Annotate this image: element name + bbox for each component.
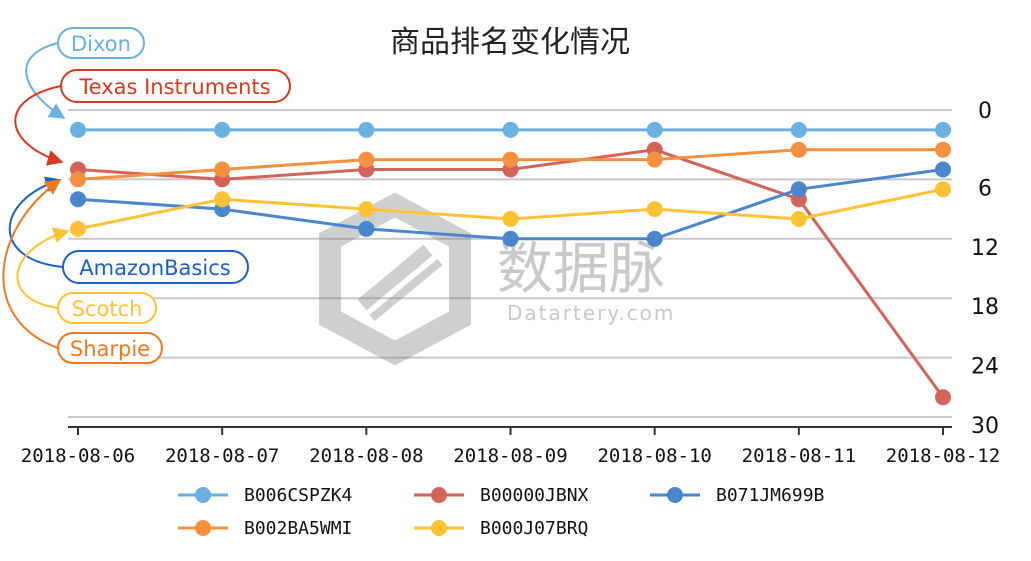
legend-item: B002BA5WMI <box>178 518 352 539</box>
watermark: 数据脉 Datartery.com <box>319 192 675 366</box>
data-point <box>646 151 663 168</box>
watermark-logo-icon <box>319 192 471 366</box>
data-point <box>935 121 951 138</box>
y-tick-label: 12 <box>971 236 999 261</box>
data-point <box>214 191 231 208</box>
legend-item: B006CSPZK4 <box>178 485 352 506</box>
annotation-label-dixon: Dixon <box>71 32 131 56</box>
x-tick-label: 2018-08-11 <box>742 445 856 467</box>
data-point <box>790 121 807 138</box>
annotation-amazonbasics: AmazonBasics <box>8 176 249 284</box>
data-point <box>935 181 951 198</box>
data-point <box>70 171 86 188</box>
annotation-label-sharpie: Sharpie <box>70 337 150 361</box>
y-tick-label: 0 <box>978 99 992 124</box>
annotations: Dixon Texas Instruments AmazonBasics Sco… <box>2 27 291 364</box>
legend-marker <box>431 487 447 503</box>
series-b002ba5wmi <box>70 141 951 188</box>
data-point <box>358 151 375 168</box>
legend-marker <box>195 487 211 503</box>
x-axis-tick-labels: 2018-08-06 2018-08-07 2018-08-08 2018-08-09… <box>21 445 1000 467</box>
legend-marker <box>667 487 683 503</box>
data-point <box>70 191 86 208</box>
y-tick-label: 24 <box>971 355 999 380</box>
data-point <box>790 211 807 227</box>
annotation-texas-instruments: Texas Instruments <box>14 69 291 166</box>
annotation-scotch: Scotch <box>16 227 157 324</box>
y-tick-label: 30 <box>971 414 999 439</box>
x-tick-label: 2018-08-06 <box>21 445 135 467</box>
legend: B006CSPZK4 B00000JBNX B071JM699B B002BA5WMI… <box>178 485 824 539</box>
legend-item: B000J07BRQ <box>414 518 588 539</box>
data-point <box>502 230 519 247</box>
data-point <box>214 161 231 178</box>
data-point <box>358 201 375 218</box>
data-point <box>935 141 951 158</box>
data-point <box>935 389 951 406</box>
data-point <box>358 220 375 237</box>
chart-title: 商品排名变化情况 <box>390 25 630 60</box>
data-point <box>646 201 663 218</box>
data-point <box>790 141 807 158</box>
legend-label: B071JM699B <box>716 485 824 506</box>
data-point <box>502 151 519 168</box>
annotation-dixon: Dixon <box>25 27 145 119</box>
watermark-cn: 数据脉 <box>497 237 665 302</box>
x-tick-label: 2018-08-07 <box>165 445 279 467</box>
x-tick-label: 2018-08-09 <box>453 445 567 467</box>
annotation-label-scotch: Scotch <box>72 297 143 321</box>
data-point <box>502 121 519 138</box>
axes <box>68 426 952 435</box>
annotation-label-texas-instruments: Texas Instruments <box>78 75 270 99</box>
data-point <box>935 161 951 178</box>
x-tick-label: 2018-08-08 <box>309 445 423 467</box>
series-b006cspzk4 <box>70 121 951 138</box>
annotation-sharpie: Sharpie <box>2 179 163 364</box>
data-point <box>502 211 519 227</box>
y-tick-label: 18 <box>971 295 999 320</box>
legend-label: B00000JBNX <box>480 485 589 506</box>
data-point <box>790 181 807 198</box>
data-point <box>358 121 375 138</box>
data-point <box>646 121 663 138</box>
data-point <box>646 230 663 247</box>
data-point <box>214 121 231 138</box>
x-tick-label: 2018-08-12 <box>886 445 1000 467</box>
legend-label: B000J07BRQ <box>480 518 588 539</box>
legend-marker <box>195 520 211 536</box>
data-point <box>70 121 86 138</box>
data-point <box>70 220 86 237</box>
series-lines <box>70 121 951 406</box>
y-tick-label: 6 <box>978 176 992 201</box>
y-axis-tick-labels: 0 6 12 18 24 30 <box>971 99 999 439</box>
x-tick-label: 2018-08-10 <box>597 445 711 467</box>
legend-marker <box>431 520 447 536</box>
watermark-en: Datartery.com <box>507 301 675 325</box>
legend-label: B002BA5WMI <box>244 518 352 539</box>
legend-item: B00000JBNX <box>414 485 589 506</box>
series-b000j07brq <box>70 181 951 237</box>
annotation-label-amazonbasics: AmazonBasics <box>79 256 230 280</box>
legend-label: B006CSPZK4 <box>244 485 352 506</box>
legend-item: B071JM699B <box>650 485 824 506</box>
